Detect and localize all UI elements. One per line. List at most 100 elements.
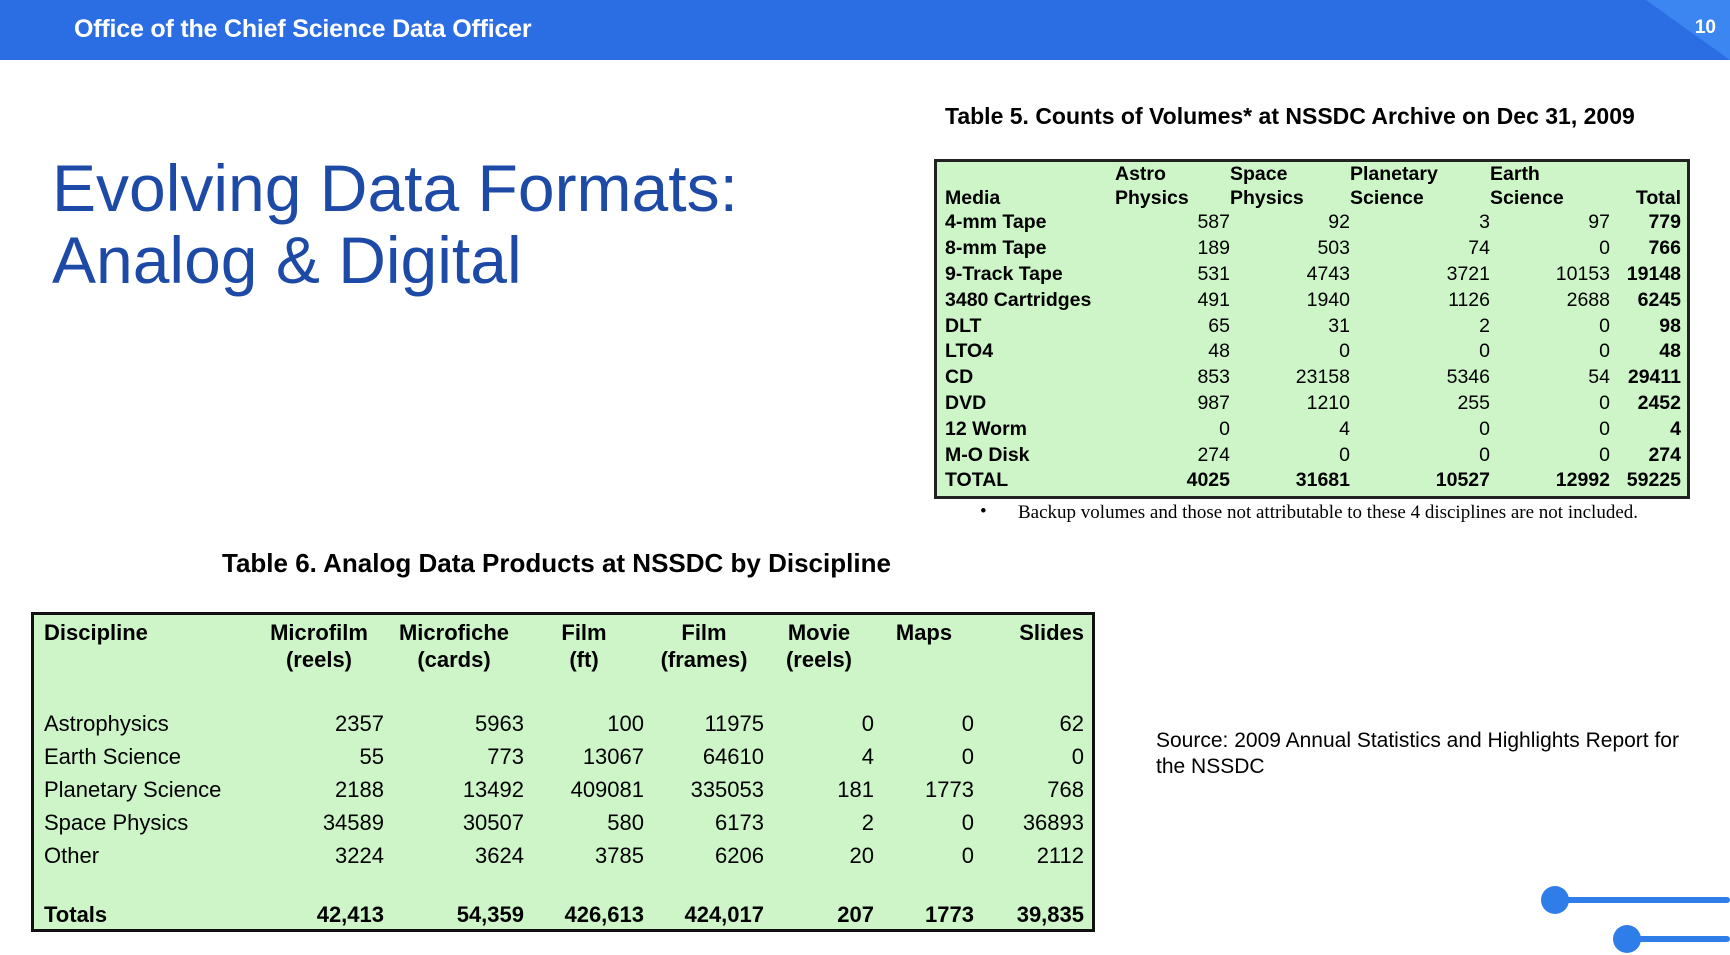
table5-cell: 2452 [1637,391,1681,414]
table6-header-cell: Discipline [44,620,148,645]
table5-cell: 274 [1648,443,1681,466]
table6-cell: 0 [961,743,974,769]
table6-header-cell: Microfiche (cards) [398,620,510,672]
table-row: DLT 65 31 2 0 98 [945,313,1681,339]
table-row: M-O Disk 274 0 0 0 274 [945,442,1681,468]
table6-cell: 62 [1059,710,1084,736]
table-row: 9-Track Tape 531 4743 3721 10153 19148 [945,262,1681,288]
table6-cell: Other [44,842,100,868]
table5-cell: 0 [1219,417,1230,440]
table5-cell: 0 [1599,314,1610,337]
table5-cell: TOTAL [945,469,1009,492]
table5-cell: 31 [1328,314,1350,337]
table6-cell: 3785 [595,842,644,868]
table5-cell: 987 [1197,391,1230,414]
table5-cell: 3721 [1446,262,1490,285]
table5-cell: 2 [1479,314,1490,337]
table5-cell: 74 [1468,237,1490,260]
table5-cell: 97 [1588,211,1610,234]
table5-cell: 0 [1599,417,1610,440]
table6-cell: 2188 [335,776,384,802]
table5-cell: 0 [1599,443,1610,466]
table5-cell: 12 Worm [945,417,1027,440]
table-row: 4-mm Tape 587 92 3 97 779 [945,210,1681,236]
table6-cell: 3224 [335,842,384,868]
table5-cell: 54 [1588,366,1610,389]
table5-cell: DVD [945,391,987,414]
table5-cell: 255 [1457,391,1490,414]
table5-box: Media Astro Physics Space Physics Planetar… [934,159,1690,499]
table5-cell: 531 [1197,262,1230,285]
table6-cell: 2112 [1036,842,1084,868]
table5-cell: 31681 [1295,469,1350,492]
table6-caption: Table 6. Analog Data Products at NSSDC b… [222,548,891,578]
table5-cell: 0 [1479,417,1490,440]
decorative-dot-lower [1613,925,1641,953]
table6-cell: 2357 [335,710,384,736]
table6-cell: Space Physics [44,809,189,835]
table6-cell: 64610 [702,743,764,769]
table6-cell: Planetary Science [44,776,222,802]
table6-cell: 207 [837,902,874,927]
table5-cell: M-O Disk [945,443,1030,466]
table6-header-row: Discipline Microfilm (reels) Microfiche (c… [44,615,1084,707]
table5-cell: 48 [1659,340,1681,363]
table-row: Space Physics 34589 30507 580 6173 2 0 36893 [44,806,1084,839]
table5-cell: 10153 [1555,262,1610,285]
table6-box: Discipline Microfilm (reels) Microfiche (c… [31,612,1095,932]
table6-cell: 409081 [570,776,644,802]
slide-title: Evolving Data Formats: Analog & Digital [52,152,738,296]
table5-cell: 491 [1197,288,1230,311]
table5-total-row: TOTAL 4025 31681 10527 12992 59225 [945,468,1681,494]
table6-cell: 424,017 [684,902,764,927]
table5-cell: 3 [1479,211,1490,234]
table6-cell: 34589 [322,809,384,835]
table5-cell: 9-Track Tape [945,262,1063,285]
table6-cell: 773 [487,743,524,769]
table6-cell: 100 [607,710,644,736]
table-row: Earth Science 55 773 13067 64610 4 0 0 [44,740,1084,773]
table6-cell: 4 [861,743,874,769]
table5-header-cell: Earth Science [1490,163,1564,209]
table6-cell: 0 [1071,743,1084,769]
table6-cell: Astrophysics [44,710,169,736]
table6-cell: 55 [359,743,384,769]
table6-cell: 768 [1047,776,1084,802]
table6-cell: 36893 [1022,809,1084,835]
table5-cell: 5346 [1446,366,1490,389]
table5-header-row: Media Astro Physics Space Physics Planetar… [945,162,1681,210]
table6-spacer-cell [44,872,1084,898]
table6-cell: 580 [607,809,644,835]
table6-cell: 6173 [715,809,764,835]
table5-cell: 766 [1648,237,1681,260]
table5-header-cell: Astro Physics [1115,163,1189,209]
table6-header-cell: Film (frames) [660,620,748,672]
header-title: Office of the Chief Science Data Officer [74,15,532,43]
table5-cell: DLT [945,314,982,337]
table5-cell: 98 [1659,314,1681,337]
table5-cell: 59225 [1626,469,1681,492]
table5-cell: 23158 [1295,366,1350,389]
table-row: Astrophysics 2357 5963 100 11975 0 0 62 [44,707,1084,740]
table6-cell: Totals [44,902,108,927]
page-number: 10 [1694,17,1716,38]
table5-cell: 92 [1328,211,1350,234]
source-note: Source: 2009 Annual Statistics and Highl… [1156,729,1679,778]
table5-cell: 10527 [1435,469,1490,492]
table5-caption: Table 5. Counts of Volumes* at NSSDC Arc… [945,103,1635,129]
table5-cell: LTO4 [945,340,994,363]
table6-cell: 39,835 [1016,902,1084,927]
decorative-dot-upper [1541,886,1569,914]
table5-cell: 274 [1197,443,1230,466]
table5-header-cell: Space Physics [1230,163,1304,209]
table5-cell: 853 [1197,366,1230,389]
table-row: 8-mm Tape 189 503 74 0 766 [945,236,1681,262]
table6-cell: 1773 [925,902,974,927]
table5-header-cell: Total [1635,187,1681,209]
table5-cell: 4-mm Tape [945,211,1047,234]
table6-cell: 13492 [462,776,524,802]
table6-cell: 0 [961,710,974,736]
table6-cell: 6206 [715,842,764,868]
table6-cell: 20 [849,842,874,868]
table6-header-cell: Film (ft) [561,620,607,672]
